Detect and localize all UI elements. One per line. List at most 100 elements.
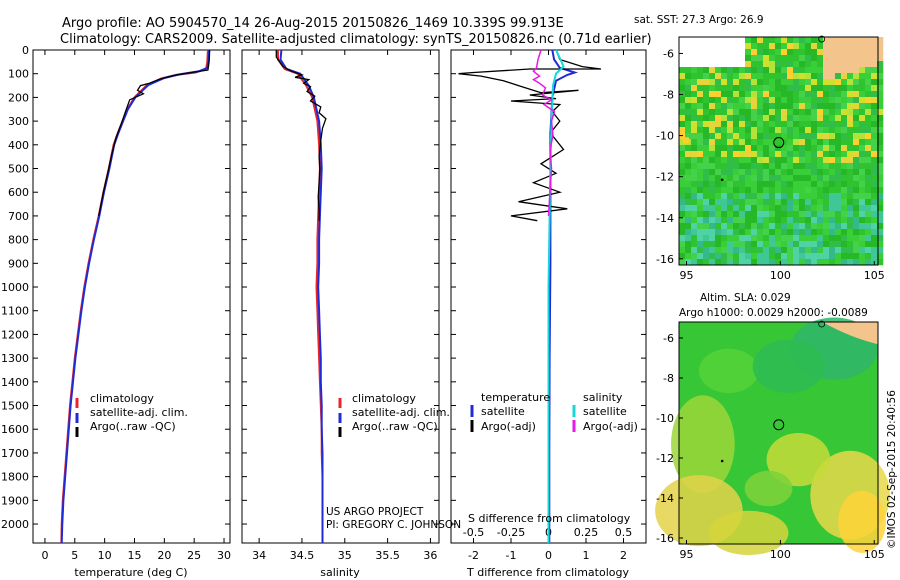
sst-cell [871,181,878,188]
sst-cell [853,193,860,200]
sst-cell [685,79,692,86]
sst-cell [823,73,830,80]
sst-cell [829,139,836,146]
sst-cell [697,121,704,128]
sst-cell [775,235,782,242]
sst-cell [859,67,866,74]
sst-cell [775,181,782,188]
map-y-tick-label: -10 [656,130,674,143]
sst-cell [721,247,728,254]
sst-cell [811,145,818,152]
sst-cell [685,133,692,140]
sst-cell [769,247,776,254]
sst-cell [835,49,842,56]
sst-cell [679,133,686,140]
sst-cell [835,241,842,248]
sst-cell [829,133,836,140]
sst-cell [697,259,704,266]
sst-cell [757,103,764,110]
sst-cell [871,151,878,158]
sst-cell [775,253,782,260]
sst-cell [679,151,686,158]
sst-cell [793,133,800,140]
sst-cell [703,73,710,80]
sst-cell [733,67,740,74]
sst-cell [679,169,686,176]
y-tick-label: 1600 [1,423,29,436]
sst-cell [799,169,806,176]
sst-cell [715,115,722,122]
sst-cell [685,49,692,56]
sst-cell [733,139,740,146]
sst-cell [805,133,812,140]
sst-cell [715,235,722,242]
sst-cell [709,229,716,236]
sst-cell [733,109,740,116]
sst-cell [697,193,704,200]
sst-cell [745,169,752,176]
s-tick-label: -0.5 [463,526,484,539]
sst-cell [871,229,878,236]
sst-cell [793,235,800,242]
sst-cell [751,223,758,230]
sst-cell [841,127,848,134]
sst-cell [739,61,746,68]
title-line-1: Argo profile: AO 5904570_14 26-Aug-2015 … [62,16,564,31]
sst-cell [715,139,722,146]
sst-cell [853,157,860,164]
sst-cell [817,187,824,194]
sst-cell [871,109,878,116]
sst-cell [751,169,758,176]
sst-cell [817,217,824,224]
sst-cell [709,205,716,212]
sst-map: 95 100 105 -6 -8 -10 -12 -14 -16 [656,35,885,282]
sst-cell [745,181,752,188]
sst-cell [691,139,698,146]
sst-cell [733,223,740,230]
sst-cell [745,115,752,122]
sst-cell [781,55,788,62]
sst-cell [871,73,878,80]
sst-cell [775,73,782,80]
sst-cell [739,211,746,218]
sst-cell [847,181,854,188]
sst-cell [877,73,884,80]
sst-cell [787,199,794,206]
sst-cell [847,259,854,266]
sst-cell [733,133,740,140]
sst-cell [787,133,794,140]
sst-cell [871,133,878,140]
sst-cell [793,193,800,200]
sst-cell [691,223,698,230]
sst-cell [745,235,752,242]
sst-cell [817,157,824,164]
sst-cell [781,181,788,188]
sst-cell [727,259,734,266]
sst-cell [733,157,740,164]
sst-cell [733,49,740,56]
sst-cell [805,163,812,170]
sla-anomaly-region [752,339,825,394]
sst-cell [727,199,734,206]
sla-anomaly-region [766,433,831,487]
sst-cell [721,61,728,68]
sst-cell [715,79,722,86]
sst-cell [823,61,830,68]
sst-cell [769,217,776,224]
sst-cell [799,43,806,50]
pi-label: PI: GREGORY C. JOHNSON [326,519,461,531]
sst-cell [799,37,806,44]
sst-cell [745,211,752,218]
salinity-axes-frame [241,49,440,544]
sst-cell [847,175,854,182]
y-tick-label: 2000 [1,518,29,531]
sst-cell [805,49,812,56]
sst-cell [799,67,806,74]
sst-cell [757,43,764,50]
sst-cell [763,67,770,74]
sst-cell [709,151,716,158]
sst-cell [703,61,710,68]
sst-cell [859,259,866,266]
sst-cell [775,163,782,170]
sst-cell [715,85,722,92]
